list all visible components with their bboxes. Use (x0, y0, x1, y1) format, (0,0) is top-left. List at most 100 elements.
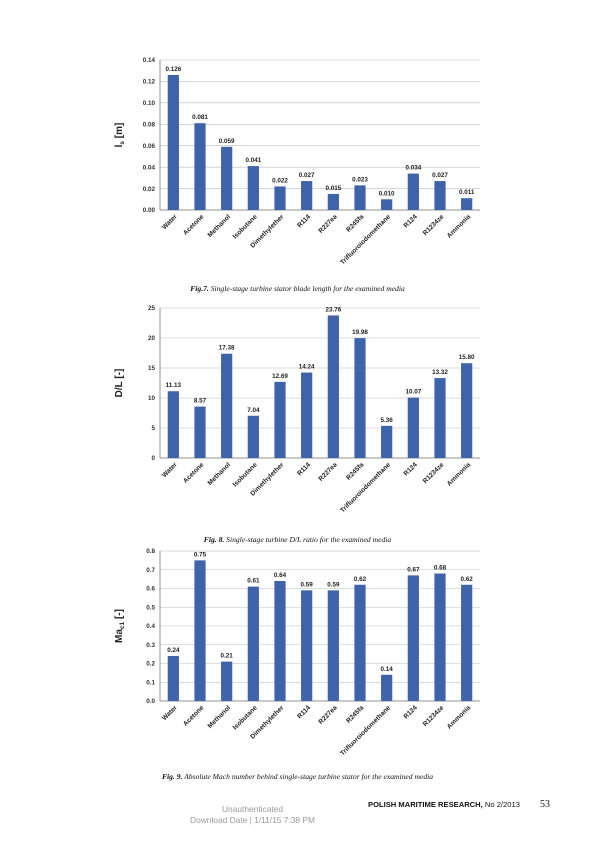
journal-issue: No 2/2013 (484, 800, 520, 809)
bar (461, 198, 473, 210)
data-label: 0.023 (352, 176, 368, 183)
chart-svg-2: 0 5 10 15 20 25 D/L [-] 11.13 Water 8.57 Acetone 17… (114, 305, 480, 514)
data-label: 0.59 (327, 581, 340, 588)
watermark-line-1: Unauthenticated (222, 804, 283, 814)
chart-dl-ratio: 0 5 10 15 20 25 D/L [-] 11.13 Water 8.57 Acetone 17… (0, 298, 595, 528)
bar (301, 181, 313, 210)
watermark-line-2: Download Date | 1/11/15 7:38 PM (190, 815, 315, 825)
y-tick-label: 0.02 (143, 186, 156, 193)
bar (434, 378, 446, 458)
x-category-label: R124 (403, 704, 419, 720)
caption-text: Single-stage turbine stator blade length… (210, 284, 405, 293)
data-label: 15.80 (459, 354, 475, 361)
data-label: 0.027 (432, 172, 448, 179)
y-tick-label: 15 (148, 365, 156, 372)
journal-name: POLISH MARITIME RESEARCH, (368, 800, 483, 809)
y-axis-label: ls [m] (114, 123, 126, 148)
data-label: 19.98 (352, 329, 368, 336)
y-axis-label-unit: [-] (114, 609, 125, 622)
bar (407, 173, 419, 210)
data-label: 23.76 (325, 306, 341, 313)
data-label: 0.67 (407, 566, 420, 573)
bar (461, 584, 473, 701)
x-category-label: Isobutane (232, 704, 259, 731)
data-label: 8.57 (194, 398, 207, 405)
data-label: 0.126 (165, 66, 181, 73)
bar (434, 181, 446, 210)
x-category-label: R245fa (345, 461, 365, 481)
page-number: 53 (540, 799, 550, 810)
caption-label: Fig. 9. (161, 772, 183, 781)
y-axis-label: Mac1 [-] (114, 609, 126, 643)
bar (354, 338, 366, 458)
x-category-label: R245fa (345, 213, 365, 233)
bar (221, 146, 233, 210)
y-tick-label: 0.12 (143, 79, 156, 86)
x-category-label: R124 (403, 461, 419, 477)
chart-svg-1: 0.00 0.02 0.04 0.06 0.08 0.10 0.12 0.14 ls [m] 0.… (114, 57, 480, 266)
x-category-label: Trifluoroiodomethane (339, 704, 392, 757)
y-tick-label: 25 (148, 305, 156, 312)
data-label: 0.022 (272, 177, 288, 184)
y-tick-label: 0.1 (146, 679, 155, 686)
bar (194, 560, 206, 701)
y-tick-label: 0.5 (146, 604, 155, 611)
bar (247, 166, 259, 210)
data-label: 11.13 (166, 382, 182, 389)
data-label: 0.64 (274, 572, 287, 579)
bar (194, 123, 206, 210)
y-tick-label: 0.7 (146, 567, 155, 574)
data-label: 0.14 (381, 666, 394, 673)
bar (327, 315, 339, 458)
bar (327, 193, 339, 210)
y-tick-label: 0.8 (146, 548, 155, 555)
x-category-label: R114 (296, 213, 312, 229)
x-category-label: R227ea (317, 461, 339, 483)
data-label: 7.04 (247, 407, 260, 414)
x-category-label: R245fa (345, 704, 365, 724)
bar (167, 656, 179, 701)
bar (247, 415, 259, 458)
data-label: 0.041 (245, 157, 261, 164)
x-category-label: Acetone (182, 213, 206, 237)
x-category-label: Acetone (182, 704, 206, 728)
x-category-label: Water (161, 461, 179, 479)
x-category-label: Ammonia (446, 213, 472, 239)
chart-svg-3: 0.0 0.1 0.2 0.3 0.4 0.5 0.6 0.7 0.8 Mac1 [-] 0.24 W… (114, 548, 480, 757)
bar (301, 590, 313, 701)
x-category-label: Trifluoroiodomethane (339, 213, 392, 266)
y-tick-label: 0 (151, 455, 155, 462)
figure-caption-8: Fig. 8. Single-stage turbine D/L ratio f… (0, 535, 595, 544)
x-category-label: Ammonia (446, 461, 472, 487)
caption-label: Fig. 8. (203, 535, 225, 544)
bar (381, 199, 393, 210)
caption-text: Single-stage turbine D/L ratio for the e… (226, 535, 392, 544)
y-tick-label: 0.04 (143, 164, 156, 171)
bar (274, 186, 286, 210)
x-category-label: Water (161, 704, 179, 722)
y-axis-label-subscript: s (119, 141, 126, 145)
data-label: 14.24 (299, 364, 315, 371)
y-tick-label: 0.10 (143, 100, 156, 107)
bar (274, 581, 286, 701)
y-tick-label: 0.4 (146, 623, 155, 630)
bar (354, 584, 366, 701)
data-label: 17.38 (219, 345, 235, 352)
data-label: 0.62 (354, 576, 367, 583)
y-tick-label: 0.06 (143, 143, 156, 150)
y-axis-label-unit: [m] (114, 123, 125, 141)
x-category-label: R227ea (317, 704, 339, 726)
x-category-label: Water (161, 213, 179, 231)
chart-mach-number: 0.0 0.1 0.2 0.3 0.4 0.5 0.6 0.7 0.8 Mac1 [-] 0.24 W… (0, 541, 595, 771)
y-tick-label: 0.00 (143, 207, 156, 214)
figure-caption-9: Fig. 9. Absolute Mach number behind sing… (0, 772, 595, 781)
bar (434, 573, 446, 701)
data-label: 0.059 (219, 138, 235, 145)
data-label: 0.010 (379, 190, 395, 197)
x-category-label: Ammonia (446, 704, 472, 730)
y-tick-label: 20 (148, 335, 156, 342)
bar (327, 590, 339, 701)
y-tick-label: 5 (151, 425, 155, 432)
data-label: 0.21 (221, 653, 234, 660)
data-label: 0.75 (194, 551, 207, 558)
